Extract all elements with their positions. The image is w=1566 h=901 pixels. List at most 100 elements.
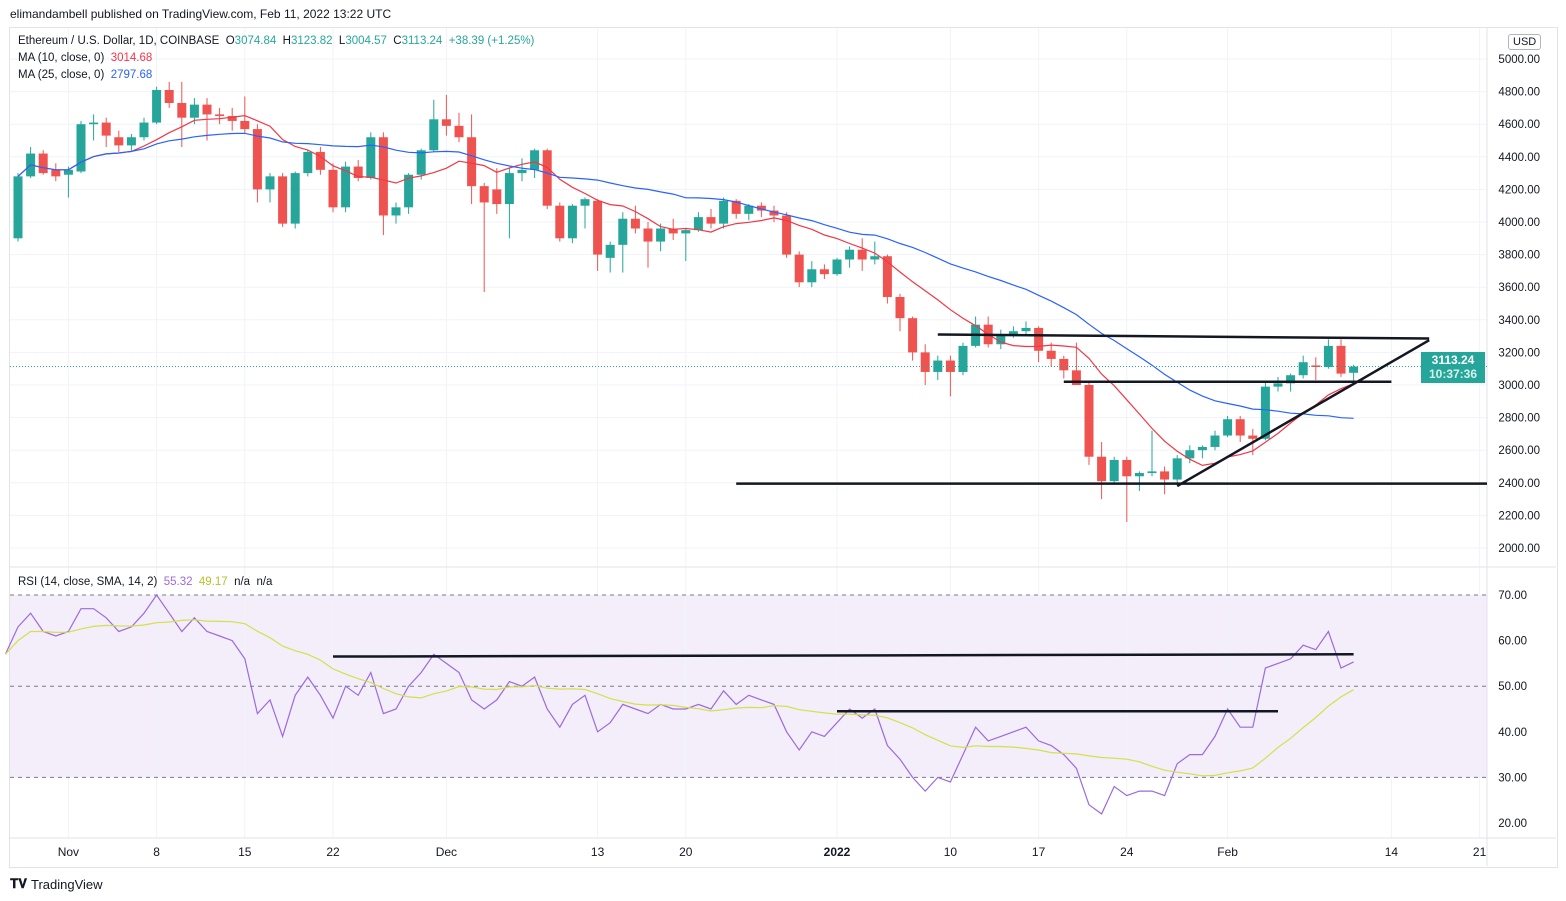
currency-button[interactable]: USD — [1508, 34, 1542, 50]
tradingview-logo[interactable]: 𝐓𝐕 TradingView — [10, 876, 103, 892]
candle-up — [152, 89, 162, 123]
date-tick-label: Nov — [58, 845, 79, 859]
rsi-tick-label: 30.00 — [1498, 772, 1527, 784]
candle-down — [1235, 419, 1245, 436]
ma25-legend[interactable]: MA (25, close, 0) 2797.68 — [18, 69, 152, 81]
candle-down — [467, 137, 477, 187]
ma25-label: MA (25, close, 0) — [18, 69, 105, 81]
rsi-tick-label: 40.00 — [1498, 727, 1527, 739]
candle-up — [580, 199, 590, 206]
date-tick-label: 22 — [326, 845, 340, 859]
candle-up — [139, 122, 149, 138]
date-tick-label: 8 — [153, 845, 160, 859]
ma10-line — [17, 114, 1354, 467]
rsi-na: n/a — [256, 576, 273, 588]
high-label: H — [282, 35, 291, 47]
candle-down — [706, 217, 716, 224]
open-value: 3074.84 — [234, 35, 277, 47]
candle-up — [605, 244, 615, 258]
candle-up — [1286, 375, 1296, 384]
low-label: L — [338, 35, 346, 47]
rsi-label: RSI (14, close, SMA, 14, 2) — [18, 576, 158, 588]
candle-up — [1109, 459, 1119, 482]
high-value: 3123.82 — [290, 35, 333, 47]
trendline — [937, 333, 1430, 340]
candle-up — [744, 205, 754, 214]
rsi-tick-label: 20.00 — [1498, 818, 1527, 830]
candle-down — [315, 151, 325, 170]
logo-icon: 𝐓𝐕 — [10, 876, 27, 891]
candle-down — [945, 360, 955, 372]
symbol-legend: Ethereum / U.S. Dollar, 1D, COINBASE O30… — [18, 35, 534, 47]
candle-down — [920, 352, 930, 372]
candle-down — [882, 256, 892, 297]
price-tick-label: 4400.00 — [1498, 152, 1540, 164]
candle-up — [1134, 473, 1144, 477]
candle-down — [1071, 370, 1081, 385]
date-tick-label: 15 — [238, 845, 252, 859]
ma25-line — [17, 132, 1354, 419]
candle-up — [719, 200, 729, 224]
candle-down — [782, 215, 792, 255]
date-tick-label: 17 — [1032, 845, 1046, 859]
candle-up — [126, 137, 136, 146]
candle-up — [996, 334, 1006, 345]
candle-down — [278, 176, 288, 224]
candle-up — [504, 173, 514, 205]
last-price: 3113.24 — [1431, 352, 1475, 367]
last-price-label: 3113.24 10:37:36 — [1421, 351, 1485, 383]
candle-down — [794, 254, 804, 283]
candle-up — [265, 176, 275, 190]
chart-frame[interactable] — [9, 27, 1558, 868]
candle-down — [731, 200, 741, 214]
price-tick-label: 2400.00 — [1498, 478, 1540, 490]
candle-down — [177, 103, 187, 118]
date-tick-label: 20 — [679, 845, 693, 859]
rsi-legend[interactable]: RSI (14, close, SMA, 14, 2) 55.32 49.17 … — [18, 576, 272, 588]
candle-up — [189, 104, 199, 118]
candle-up — [1223, 419, 1233, 436]
candle-down — [1097, 456, 1107, 482]
candle-down — [479, 186, 489, 203]
candle-down — [1046, 350, 1056, 359]
date-tick-label: 24 — [1120, 845, 1134, 859]
candle-up — [870, 256, 880, 260]
candle-down — [895, 296, 905, 319]
candle-down — [1248, 435, 1258, 439]
candle-down — [240, 120, 250, 130]
price-tick-label: 2200.00 — [1498, 510, 1540, 522]
candle-up — [429, 119, 439, 151]
price-tick-label: 3800.00 — [1498, 250, 1540, 262]
candle-down — [202, 104, 212, 115]
candle-down — [454, 125, 464, 138]
rsi-trendline — [332, 653, 1354, 658]
candle-up — [366, 137, 376, 178]
candle-up — [1021, 327, 1031, 332]
candle-up — [618, 218, 628, 245]
candle-up — [391, 207, 401, 216]
candle-down — [378, 137, 388, 216]
symbol-name: Ethereum / U.S. Dollar, 1D, COINBASE — [18, 35, 220, 47]
candle-down — [1059, 358, 1069, 371]
candle-up — [832, 259, 842, 275]
price-tick-label: 4600.00 — [1498, 119, 1540, 131]
candle-up — [693, 217, 703, 231]
candle-up — [1349, 366, 1359, 373]
candle-down — [164, 89, 174, 104]
candle-up — [1323, 345, 1333, 368]
candle-down — [252, 129, 262, 190]
candle-down — [908, 318, 918, 353]
candle-down — [1084, 385, 1094, 457]
close-label: C — [393, 35, 402, 47]
candle-down — [555, 205, 565, 239]
rsi-na: n/a — [234, 576, 251, 588]
low-value: 3004.57 — [345, 35, 387, 47]
candle-up — [1185, 450, 1195, 459]
price-tick-label: 3400.00 — [1498, 315, 1540, 327]
candle-down — [668, 228, 678, 234]
ma10-legend[interactable]: MA (10, close, 0) 3014.68 — [18, 52, 152, 64]
candle-down — [1336, 345, 1346, 374]
price-tick-label: 4200.00 — [1498, 184, 1540, 196]
price-tick-label: 3600.00 — [1498, 282, 1540, 294]
